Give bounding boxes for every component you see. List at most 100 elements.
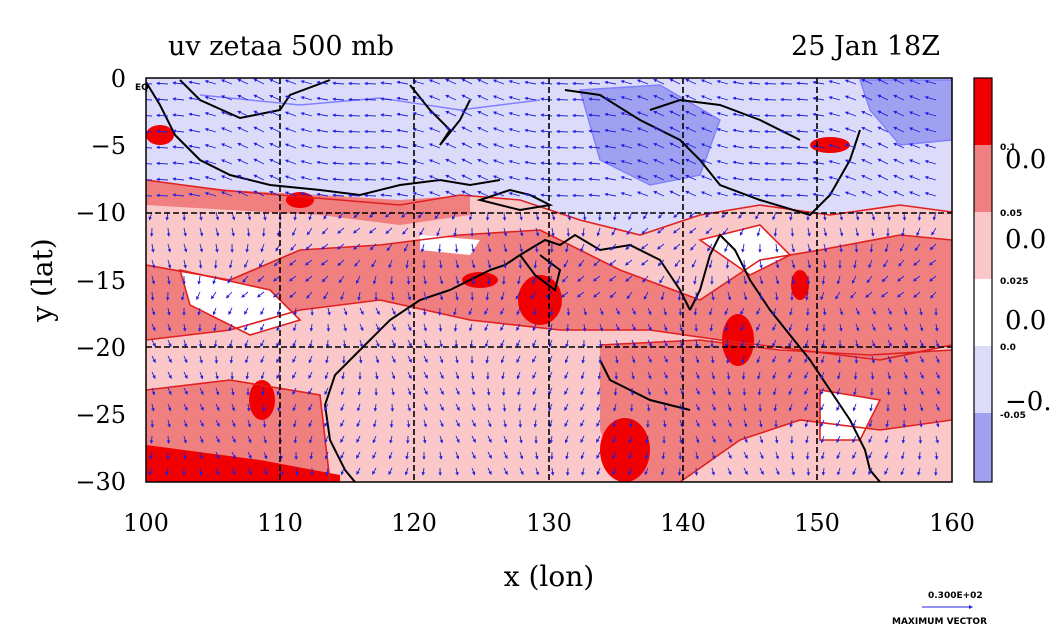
wind-vector	[820, 419, 825, 428]
wind-vector	[837, 355, 842, 364]
wind-vector	[661, 451, 666, 460]
wind-vector	[588, 177, 601, 181]
vector-key-value: 0.300E+02	[928, 591, 983, 601]
wind-vector	[204, 191, 217, 197]
wind-vector	[412, 176, 425, 181]
wind-vector	[556, 113, 569, 118]
wind-vector	[215, 451, 220, 460]
wind-vector	[401, 211, 409, 218]
wind-vector	[804, 419, 809, 428]
wind-vector	[502, 211, 507, 221]
wind-vector	[375, 323, 380, 331]
wind-vector	[855, 323, 860, 332]
wind-vector	[565, 339, 569, 348]
wind-vector	[653, 190, 665, 197]
wind-vector	[677, 467, 682, 476]
wind-vector	[727, 291, 732, 301]
wind-vector	[501, 371, 505, 380]
wind-vector	[284, 191, 297, 197]
wind-vector	[284, 127, 297, 133]
wind-vector	[598, 339, 603, 348]
chart-title-left: uv zetaa 500 mb	[168, 31, 394, 62]
wind-vector	[508, 160, 521, 165]
wind-vector	[182, 451, 187, 460]
wind-vector	[885, 419, 890, 428]
wind-vector	[611, 227, 617, 236]
wind-vector	[868, 451, 873, 459]
wind-vector	[828, 96, 841, 101]
y-tick-label: −10	[75, 199, 126, 227]
wind-vector	[244, 323, 249, 331]
wind-vector	[772, 307, 777, 316]
wind-vector	[775, 275, 780, 285]
wind-vector	[868, 259, 873, 269]
wind-vector	[293, 307, 298, 316]
wind-vector	[199, 435, 204, 444]
wind-vector	[700, 175, 713, 181]
wind-vector	[263, 467, 268, 476]
wind-vector	[199, 227, 204, 237]
wind-vector	[615, 307, 620, 315]
wind-vector	[690, 243, 697, 251]
wind-vector	[812, 160, 825, 165]
wind-vector	[470, 371, 475, 380]
wind-vector	[549, 323, 553, 332]
wind-vector	[231, 227, 235, 237]
wind-vector	[231, 435, 236, 443]
wind-vector	[742, 259, 747, 269]
wind-vector	[324, 387, 329, 396]
wind-vector	[669, 110, 681, 117]
wind-vector	[812, 192, 825, 197]
wind-vector	[428, 95, 441, 101]
wind-vector	[556, 161, 569, 166]
wind-vector	[836, 275, 841, 285]
wind-vector	[572, 161, 585, 166]
wind-vector	[461, 158, 473, 165]
wind-vector	[212, 307, 217, 316]
wind-vector	[215, 387, 220, 396]
wind-vector	[604, 80, 617, 85]
wind-vector	[707, 243, 713, 252]
wind-vector	[572, 145, 585, 150]
wind-vector	[389, 419, 394, 428]
colorbar: 0.1 0.05 0.025 0.0 -0.05 0.0 0.0 0.0 −0.	[973, 77, 1052, 483]
wind-vector	[215, 243, 219, 253]
wind-vector	[260, 243, 265, 253]
wind-vector	[405, 451, 409, 460]
wind-vector	[477, 142, 489, 149]
wind-vector	[748, 193, 761, 197]
wind-vector	[821, 467, 826, 476]
wind-vector	[288, 275, 297, 282]
wind-vector	[445, 174, 457, 181]
wind-vector	[828, 112, 841, 117]
wind-vector	[672, 227, 681, 234]
wind-vector	[582, 323, 587, 332]
wind-vector	[380, 193, 393, 197]
wind-vector	[269, 78, 281, 85]
wind-vector	[903, 307, 908, 316]
wind-vector	[780, 113, 793, 118]
wind-vector	[663, 323, 668, 332]
wind-vector	[340, 451, 345, 460]
y-tick-label: −30	[75, 468, 126, 496]
wind-vector	[764, 129, 777, 134]
wind-vector	[899, 243, 905, 252]
wind-vector	[821, 275, 826, 285]
wind-vector	[669, 190, 681, 197]
wind-vector	[284, 175, 297, 181]
wind-vector	[407, 355, 412, 363]
wind-vector	[588, 145, 601, 149]
wind-vector	[775, 451, 779, 460]
wind-vector	[332, 129, 345, 134]
wind-vector	[308, 419, 313, 428]
wind-vector	[428, 111, 441, 117]
wind-vector	[796, 177, 809, 182]
neutral-region	[420, 235, 480, 255]
wind-vector	[316, 160, 329, 165]
wind-vector	[759, 419, 763, 428]
wind-vector	[789, 307, 793, 316]
wind-vector	[880, 291, 889, 298]
wind-vector	[631, 355, 636, 364]
x-axis-label: x (lon)	[504, 560, 594, 593]
wind-vector	[325, 467, 329, 476]
